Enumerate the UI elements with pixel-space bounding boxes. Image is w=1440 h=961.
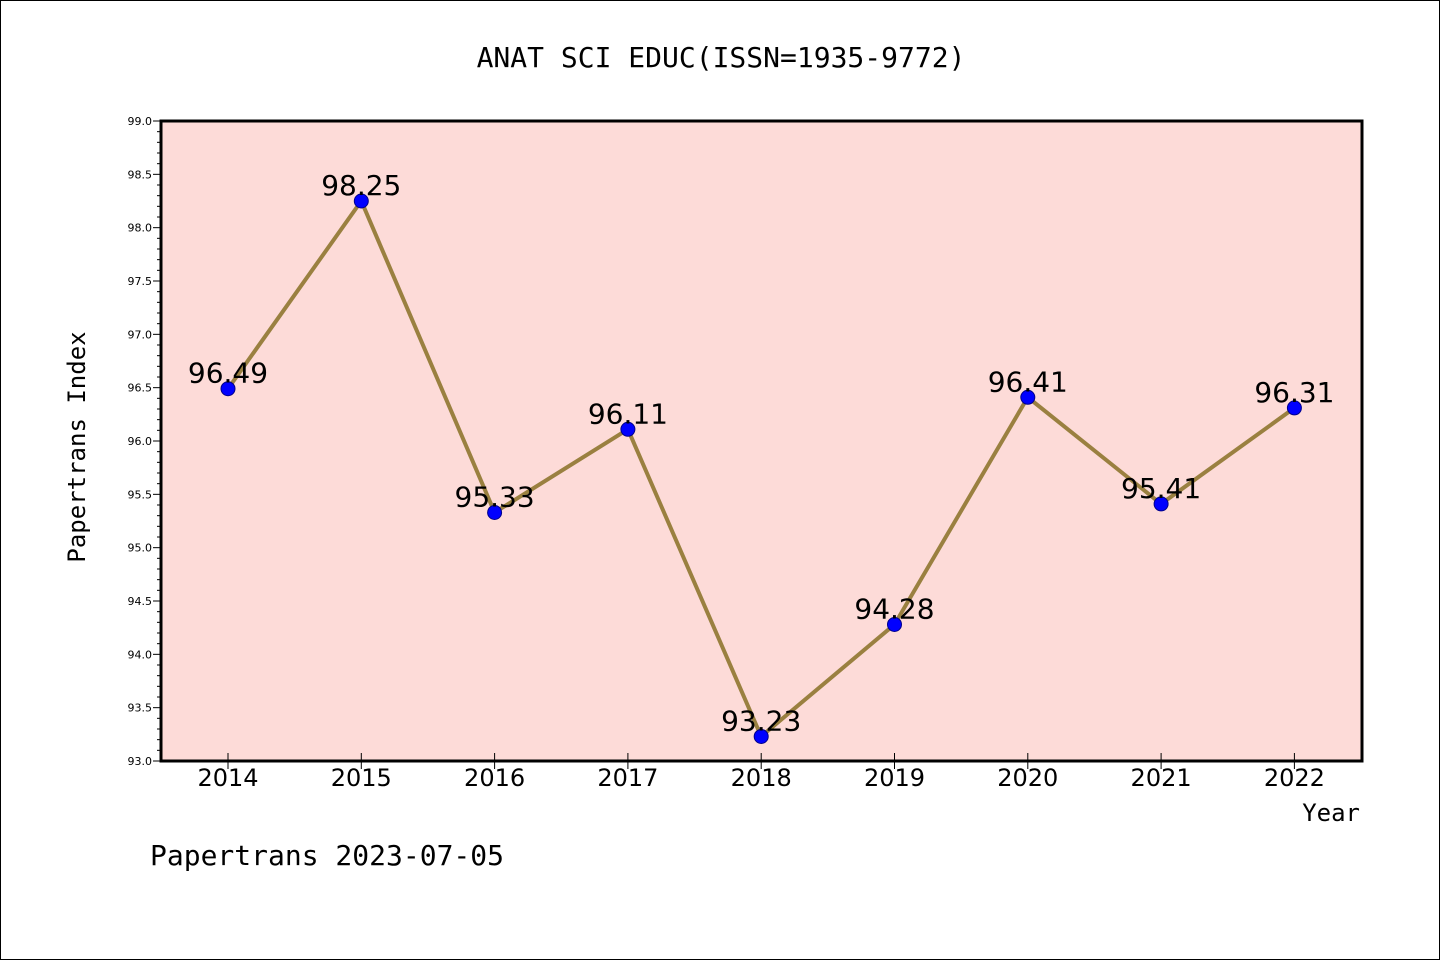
y-axis: 93.0 93.5 94.0 94.5 95.0 95.5 96.0 96.5 97.0 97.5… <box>128 115 161 768</box>
x-tick-label: 2014 <box>197 764 258 792</box>
x-tick-label: 2019 <box>864 764 925 792</box>
data-point <box>620 421 636 437</box>
data-point <box>220 381 236 397</box>
data-point <box>887 616 902 632</box>
y-tick-label: 99.0 <box>128 115 153 128</box>
y-tick-label: 94.5 <box>128 595 153 608</box>
x-tick-label: 2018 <box>731 764 792 792</box>
y-tick-label: 97.5 <box>128 275 153 288</box>
x-axis: 2014 2015 2016 2017 2018 2019 2020 2021 2022 <box>197 753 1325 792</box>
x-tick-label: 2020 <box>997 764 1058 792</box>
x-tick-label: 2017 <box>597 764 658 792</box>
data-label: 93.23 <box>721 704 801 737</box>
series-layer <box>220 193 1302 744</box>
data-point <box>487 504 503 520</box>
x-tick-label: 2022 <box>1264 764 1325 792</box>
y-tick-label: 94.0 <box>128 648 153 661</box>
y-tick-label: 98.0 <box>128 222 153 235</box>
data-point <box>1153 496 1169 512</box>
x-tick-label: 2015 <box>331 764 392 792</box>
x-axis-title: Year <box>1302 799 1360 827</box>
y-tick-label: 93.5 <box>128 702 153 715</box>
data-label: 96.11 <box>588 397 668 430</box>
plot-area <box>159 119 1364 763</box>
data-label: 96.31 <box>1254 376 1334 409</box>
y-tick-label: 96.0 <box>128 435 153 448</box>
x-tick-label: 2021 <box>1131 764 1192 792</box>
chart-title: ANAT SCI EDUC(ISSN=1935-9772) <box>477 41 966 74</box>
data-label: 94.28 <box>854 592 934 625</box>
y-tick-label: 95.0 <box>128 542 153 555</box>
data-label: 96.41 <box>988 365 1068 398</box>
y-tick-label: 97.0 <box>128 328 153 341</box>
data-point <box>753 728 769 744</box>
y-tick-label: 95.5 <box>128 488 153 501</box>
data-point <box>1286 400 1302 416</box>
footer-text: Papertrans 2023-07-05 <box>150 839 504 872</box>
data-label-layer: 96.49 98.25 95.33 96.11 93.23 94.28 96.41 95.41… <box>188 169 1335 737</box>
data-label: 95.41 <box>1121 472 1201 505</box>
y-tick-label: 98.5 <box>128 168 153 181</box>
data-label: 95.33 <box>455 480 535 513</box>
y-tick-label: 93.0 <box>128 755 153 768</box>
data-label: 98.25 <box>321 169 401 202</box>
y-tick-label: 96.5 <box>128 382 153 395</box>
y-axis-title: Papertrans Index <box>63 331 91 562</box>
data-label: 96.49 <box>188 357 268 390</box>
data-point <box>353 193 369 209</box>
data-point <box>1020 389 1036 405</box>
x-tick-label: 2016 <box>464 764 525 792</box>
